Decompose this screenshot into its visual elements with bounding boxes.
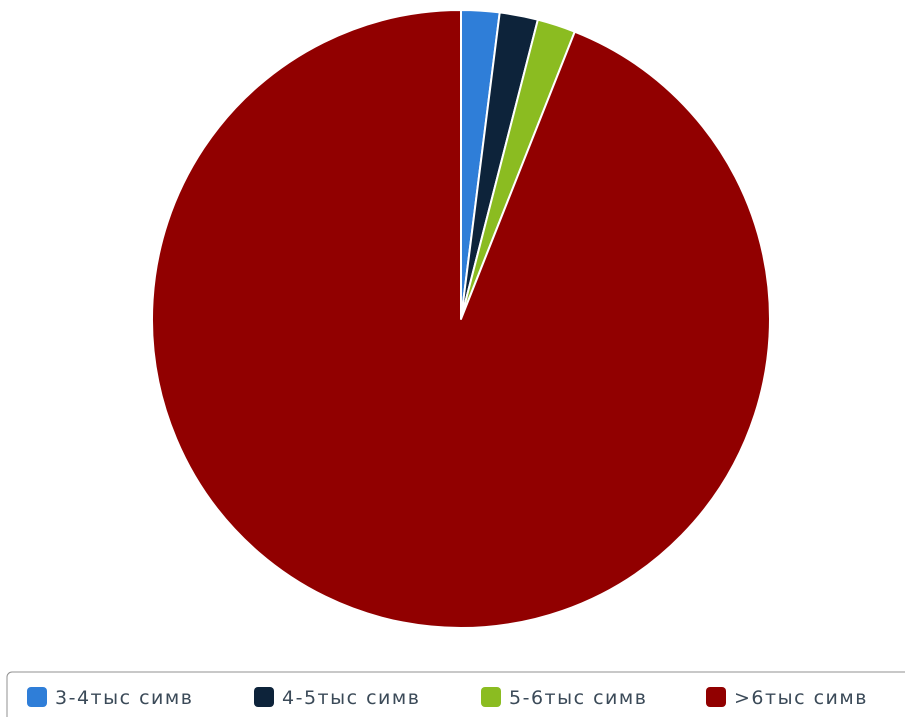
legend-label: 5-6тыс симв <box>509 687 647 709</box>
legend-items: 3-4тыс симв 4-5тыс симв 5-6тыс симв >6тыс с… <box>27 687 868 709</box>
pie-slices <box>151 9 771 629</box>
legend-swatch <box>706 687 726 707</box>
legend-item-1[interactable]: 3-4тыс симв <box>27 687 193 709</box>
legend-label: 4-5тыс симв <box>282 687 420 709</box>
legend-label: >6тыс симв <box>734 687 868 709</box>
legend-swatch <box>481 687 501 707</box>
legend-label: 3-4тыс симв <box>55 687 193 709</box>
legend-item-3[interactable]: 5-6тыс симв <box>481 687 647 709</box>
legend-swatch <box>254 687 274 707</box>
legend-item-4[interactable]: >6тыс симв <box>706 687 868 709</box>
legend-swatch <box>27 687 47 707</box>
legend: 3-4тыс симв 4-5тыс симв 5-6тыс симв >6тыс с… <box>6 671 905 717</box>
pie-slice-4[interactable] <box>151 9 771 629</box>
legend-box <box>6 671 905 717</box>
legend-item-2[interactable]: 4-5тыс симв <box>254 687 420 709</box>
